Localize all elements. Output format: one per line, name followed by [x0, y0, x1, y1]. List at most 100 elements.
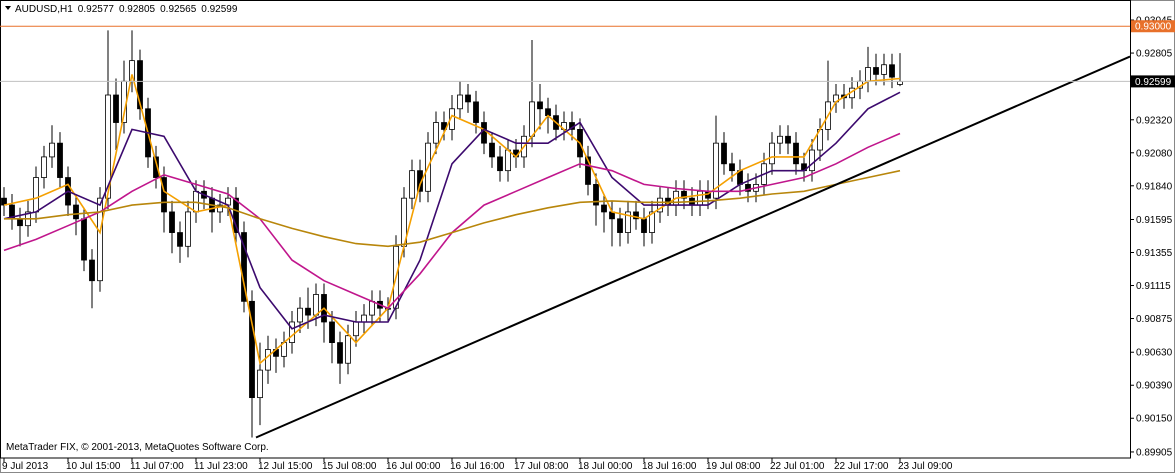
candle-body	[769, 142, 775, 165]
candle-body	[289, 321, 295, 343]
candle-body	[49, 142, 55, 158]
candle-body	[473, 101, 479, 123]
candle-body	[729, 163, 735, 172]
candle-body	[105, 94, 111, 199]
moving-average	[3, 74, 901, 365]
candle-body	[641, 218, 647, 233]
x-tick-label: 23 Jul 09:00	[898, 461, 953, 472]
candle-body	[337, 342, 343, 364]
copyright: MetaTrader FIX, © 2001-2013, MetaQuotes …	[6, 442, 269, 453]
candle-body	[305, 307, 311, 316]
candle-body	[785, 135, 791, 144]
candle-body	[297, 307, 303, 323]
open: 0.92577	[78, 4, 115, 15]
candle-body	[177, 232, 183, 247]
x-tick-label: 12 Jul 15:00	[258, 461, 313, 472]
candle-body	[681, 190, 687, 199]
candle-body	[601, 204, 607, 213]
candle-body	[697, 190, 703, 206]
candle-body	[585, 156, 591, 185]
candle-body	[153, 156, 159, 178]
y-tick-label: 0.91355	[1136, 248, 1173, 259]
candle-body	[313, 294, 319, 316]
candle-body	[17, 218, 23, 227]
trendline	[255, 55, 1130, 439]
plot-area	[1, 30, 1130, 439]
candle-body	[457, 94, 463, 110]
y-tick-label: 0.90150	[1136, 414, 1173, 425]
candle-body	[593, 184, 599, 206]
candle-body	[249, 300, 255, 399]
candle-body	[617, 218, 623, 233]
menu-arrow[interactable]	[5, 6, 11, 10]
y-tick-label: 0.91595	[1136, 215, 1173, 226]
high: 0.92805	[119, 4, 156, 15]
y-tick-label: 0.92320	[1136, 115, 1173, 126]
candle-body	[137, 60, 143, 110]
candle-body	[409, 170, 415, 199]
candle-body	[529, 101, 535, 137]
candle-body	[417, 170, 423, 192]
x-tick-label: 11 Jul 07:00	[130, 461, 184, 472]
candle-body	[505, 149, 511, 172]
x-tick-label: 9 Jul 2013	[2, 461, 49, 472]
candle-body	[777, 135, 783, 144]
y-tick-label: 0.89905	[1136, 447, 1173, 458]
candle-body	[889, 64, 895, 78]
low: 0.92565	[160, 4, 197, 15]
y-tick-label: 0.91840	[1136, 181, 1173, 192]
x-tick-label: 16 Jul 16:00	[450, 461, 505, 472]
candle-body	[185, 211, 191, 247]
candle-body	[265, 349, 271, 371]
candle-body	[369, 300, 375, 316]
x-tick-label: 18 Jul 00:00	[578, 461, 633, 472]
y-tick-label: 0.92805	[1136, 49, 1173, 60]
candle-body	[97, 197, 103, 282]
level-label-box	[1131, 20, 1175, 33]
x-tick-label: 22 Jul 01:00	[770, 461, 825, 472]
x-tick-label: 17 Jul 08:00	[514, 461, 569, 472]
x-tick-label: 15 Jul 08:00	[322, 461, 377, 472]
candle-body	[713, 142, 719, 199]
candle-body	[241, 232, 247, 302]
x-tick-label: 11 Jul 23:00	[194, 461, 248, 472]
x-tick-label: 10 Jul 15:00	[66, 461, 121, 472]
candle-body	[329, 321, 335, 343]
close: 0.92599	[201, 4, 238, 15]
x-tick-label: 19 Jul 08:00	[706, 461, 761, 472]
x-tick-label: 16 Jul 00:00	[386, 461, 441, 472]
y-tick-label: 0.90875	[1136, 314, 1173, 325]
candle-body	[433, 122, 439, 144]
candle-body	[721, 142, 727, 165]
candle-body	[57, 142, 63, 178]
moving-average	[3, 91, 901, 330]
candle-body	[497, 156, 503, 172]
candle-body	[481, 122, 487, 144]
candle-body	[465, 94, 471, 103]
candle-body	[625, 211, 631, 233]
candle-body	[81, 218, 87, 261]
candle-body	[793, 142, 799, 165]
y-tick-label: 0.92080	[1136, 148, 1173, 159]
moving-average	[4, 169, 901, 248]
plot-border	[0, 0, 1131, 459]
y-tick-label: 0.91115	[1136, 281, 1171, 292]
candle-body	[745, 184, 751, 192]
x-tick-label: 22 Jul 17:00	[834, 461, 889, 472]
candle-body	[169, 211, 175, 233]
candle-body	[361, 314, 367, 323]
price-label-box	[1131, 75, 1175, 88]
candle-body	[353, 321, 359, 337]
candle-body	[33, 177, 39, 213]
candle-body	[537, 101, 543, 110]
y-tick-label: 0.90630	[1136, 348, 1173, 359]
candle-body	[41, 156, 47, 178]
candle-body	[809, 149, 815, 172]
level-label: 0.93000	[1135, 22, 1172, 33]
candle-body	[633, 211, 639, 220]
x-tick-label: 18 Jul 16:00	[642, 461, 697, 472]
candle-body	[217, 204, 223, 213]
